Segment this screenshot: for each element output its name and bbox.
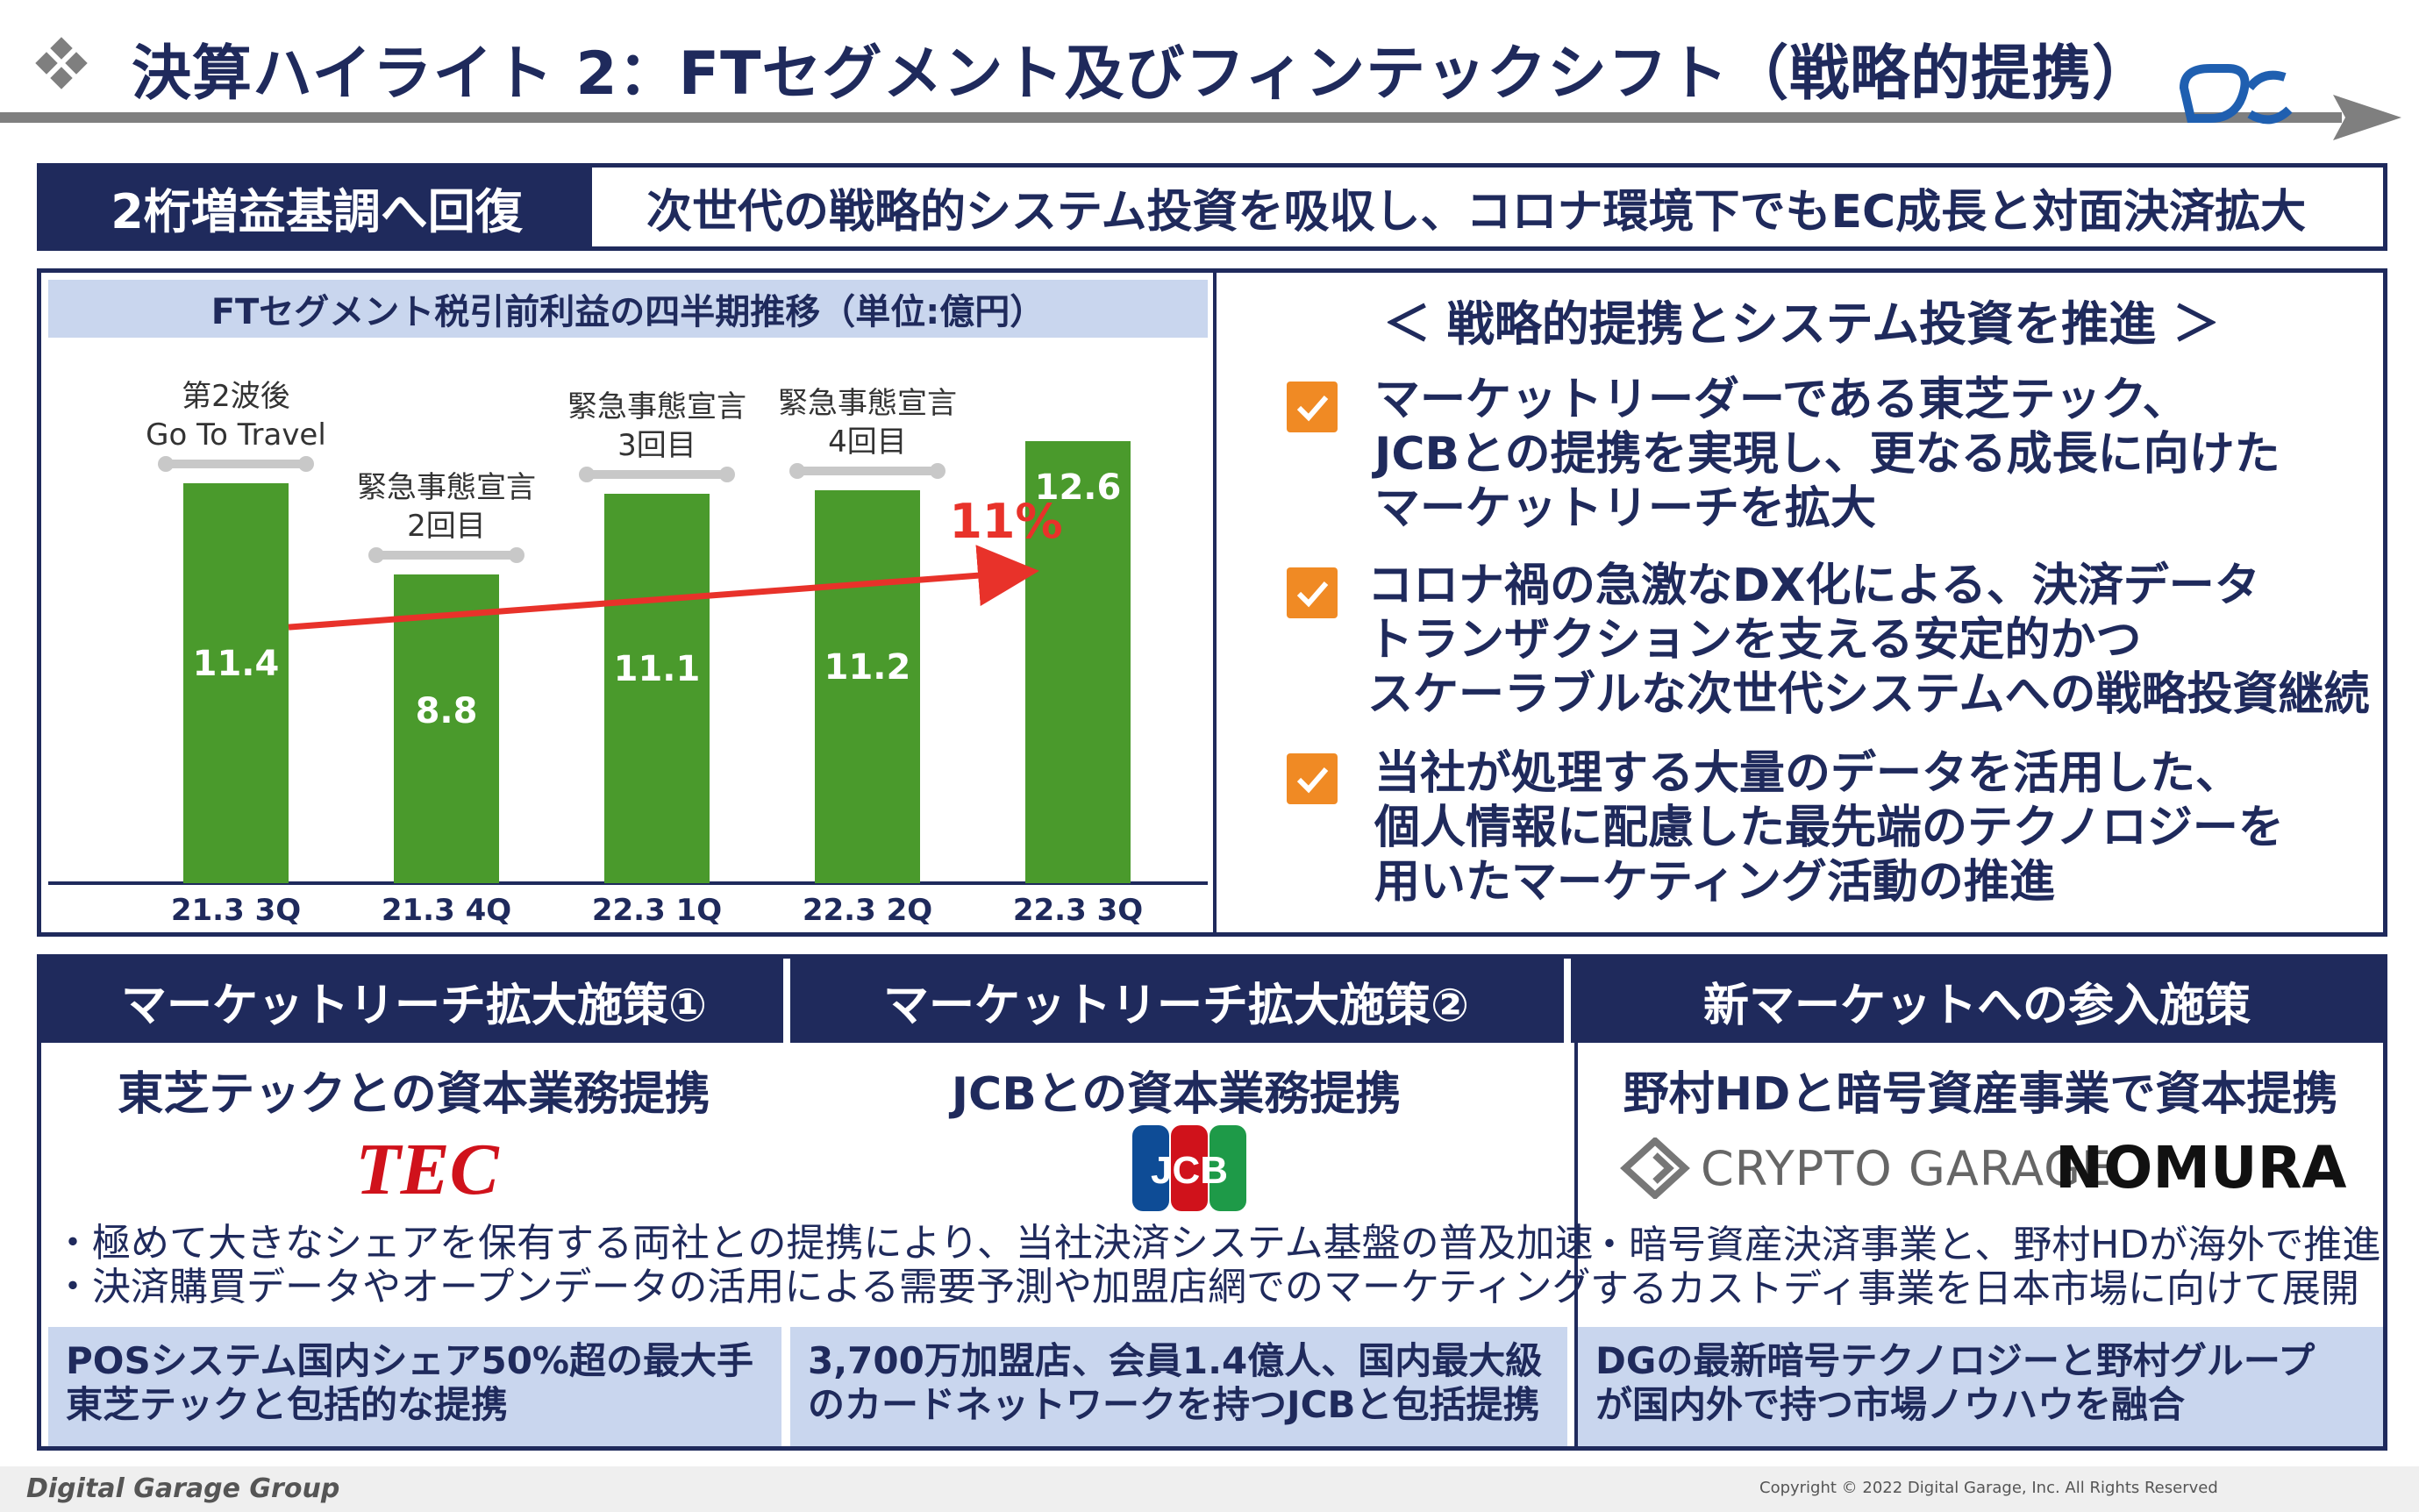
col3-description: ・暗号資産決済事業と、野村HDが海外で推進 するカストディ事業を日本市場に向けて… (1590, 1223, 2380, 1311)
bullet-line: マーケットリーダーである東芝テック、 (1374, 374, 2188, 426)
annotation-text: 緊急事態宣言 (567, 389, 746, 424)
col3-header: 新マーケットへの参入施策 (1702, 979, 2251, 1032)
bar (1025, 441, 1131, 883)
jcb-logo: JCB (1129, 1122, 1252, 1215)
column-divider (1564, 959, 1571, 1043)
bullet-line: 用いたマーケティング活動の推進 (1374, 856, 2055, 909)
annotation-text: 4回目 (828, 424, 907, 460)
headline-tag: 2桁増益基調へ回復 (41, 168, 592, 246)
annotation-text: 緊急事態宣言 (778, 386, 957, 421)
tec-logo-text: TEC (355, 1129, 499, 1210)
bullet-line: 当社が処理する大量のデータを活用した、 (1374, 747, 2242, 800)
annotation-text: 3回目 (617, 428, 696, 463)
annotation-text: Go To Travel (146, 417, 326, 453)
bottom-header (41, 959, 2383, 1043)
description-line: ・決済購買データやオープンデータの活用による需要予測や加盟店網でのマーケティング (54, 1265, 1591, 1309)
col2-subtitle: JCBとの資本業務提携 (951, 1068, 1402, 1121)
bar-value-label: 11.2 (824, 647, 911, 688)
check-icon (1287, 382, 1338, 432)
bullet-line: JCBとの提携を実現し、更なる成長に向けた (1374, 428, 2280, 481)
top-section: FTセグメント税引前利益の四半期推移（単位:億円） 11.4 21.3 3Q 8.8… (37, 268, 2387, 937)
bullet-line: 個人情報に配慮した最先端のテクノロジーを (1374, 802, 2284, 854)
bar-value-label: 8.8 (416, 691, 478, 731)
summary-line: DGの最新暗号テクノロジーと野村グループ (1595, 1339, 2316, 1382)
summary-line: が国内外で持つ市場ノウハウを融合 (1595, 1383, 2186, 1426)
description-line: ・極めて大きなシェアを保有する両社との提携により、当社決済システム基盤の普及加速 (54, 1221, 1594, 1266)
copyright-text: Copyright © 2022 Digital Garage, Inc. Al… (1759, 1479, 2218, 1497)
title-divider (0, 112, 2342, 123)
title-arrow-icon (2333, 95, 2403, 140)
check-icon (1287, 753, 1338, 804)
annotation-text: 第2波後 (182, 379, 290, 414)
crypto-garage-logo-text: CRYPTO GARAGE (1701, 1141, 2113, 1196)
jcb-logo-text: JCB (1151, 1149, 1228, 1192)
bar (394, 574, 499, 883)
page-title: 決算ハイライト 2：FTセグメント及びフィンテックシフト（戦略的提携） (132, 39, 2153, 109)
annotation-dot (719, 467, 735, 482)
bullet-item: マーケットリーダーである東芝テック、 JCBとの提携を実現し、更なる成長に向けた… (1374, 373, 2280, 536)
annotation-text: 2回目 (407, 509, 486, 544)
chart-title: FTセグメント税引前利益の四半期推移（単位:億円） (48, 280, 1208, 338)
bar (183, 483, 289, 883)
x-tick-label: 21.3 3Q (171, 893, 301, 928)
summary-line: POSシステム国内シェア50%超の最大手 (66, 1339, 754, 1382)
description-line: ・暗号資産決済事業と、野村HDが海外で推進 (1590, 1223, 2381, 1267)
bar-value-label: 11.1 (614, 649, 701, 689)
annotation-dot (368, 547, 384, 563)
annotation-text: 緊急事態宣言 (357, 470, 536, 505)
headline-text: 次世代の戦略的システム投資を吸収し、コロナ環境下でもEC成長と対面決済拡大 (646, 185, 2307, 239)
col2-summary: 3,700万加盟店、会員1.4億人、国内最大級 のカードネットワークを持つJCB… (790, 1327, 1567, 1446)
check-icon (1287, 567, 1338, 618)
footer-brand: Digital Garage Group (26, 1473, 340, 1504)
col2-header: マーケットリーチ拡大施策② (882, 979, 1470, 1032)
bullet-line: スケーラブルな次世代システムへの戦略投資継続 (1367, 668, 2370, 721)
growth-label: 11% (949, 494, 1062, 549)
col3-subtitle: 野村HDと暗号資産事業で資本提携 (1623, 1068, 2338, 1121)
strategy-panel: ＜ 戦略的提携とシステム投資を推進 ＞ マーケットリーダーである東芝テック、 J… (1220, 273, 2383, 932)
annotation-dot (930, 463, 945, 479)
footer-bar (0, 1466, 2419, 1512)
bar (604, 494, 710, 883)
annotation-dot (579, 467, 595, 482)
col3-summary: DGの最新暗号テクノロジーと野村グループ が国内外で持つ市場ノウハウを融合 (1578, 1327, 2383, 1446)
bar (815, 490, 920, 883)
crypto-garage-icon (1620, 1136, 1690, 1201)
growth-arrow (288, 545, 1039, 631)
summary-line: のカードネットワークを持つJCBと包括提携 (808, 1383, 1540, 1426)
x-tick-label: 22.3 2Q (803, 893, 932, 928)
x-tick-label: 22.3 3Q (1013, 893, 1143, 928)
x-tick-label: 21.3 4Q (382, 893, 511, 928)
nomura-logo-text: NOMURA (2055, 1134, 2347, 1202)
chart-panel: FTセグメント税引前利益の四半期推移（単位:億円） 11.4 21.3 3Q 8.8… (41, 273, 1217, 932)
bar-value-label: 12.6 (1035, 467, 1122, 508)
column-separator (1574, 1043, 1578, 1446)
annotation-dot (789, 463, 805, 479)
bar-value-label: 11.4 (193, 644, 280, 684)
annotation-dot (509, 547, 524, 563)
dg-logo-icon (2166, 53, 2307, 158)
bullet-line: トランザクションを支える安定的かつ (1367, 614, 2142, 667)
bullet-line: コロナ禍の急激なDX化による、決済データ (1367, 560, 2260, 612)
x-tick-label: 22.3 1Q (592, 893, 722, 928)
col1-summary: POSシステム国内シェア50%超の最大手 東芝テックと包括的な提携 (48, 1327, 781, 1446)
shared-description: ・極めて大きなシェアを保有する両社との提携により、当社決済システム基盤の普及加速… (54, 1222, 1594, 1309)
bullet-item: 当社が処理する大量のデータを活用した、 個人情報に配慮した最先端のテクノロジーを… (1374, 746, 2284, 909)
strategy-heading: ＜ 戦略的提携とシステム投資を推進 ＞ (1383, 296, 2220, 352)
bottom-section: マーケットリーチ拡大施策① マーケットリーチ拡大施策② 新マーケットへの参入施策… (37, 954, 2387, 1451)
title-diamond-icon (25, 30, 103, 109)
headline-bar: 2桁増益基調へ回復 次世代の戦略的システム投資を吸収し、コロナ環境下でもEC成長… (37, 163, 2387, 251)
bullet-item: コロナ禍の急激なDX化による、決済データ トランザクションを支える安定的かつ ス… (1367, 559, 2369, 722)
tec-logo: TEC (339, 1125, 515, 1213)
col1-header: マーケットリーチ拡大施策① (120, 979, 708, 1032)
profit-bar-chart: 11.4 21.3 3Q 8.8 21.3 4Q 11.1 22.3 1Q 11.2 22.3… (48, 379, 1208, 928)
summary-line: 東芝テックと包括的な提携 (66, 1383, 509, 1426)
annotation-dot (298, 456, 314, 472)
annotation-dot (158, 456, 174, 472)
bullet-line: マーケットリーチを拡大 (1374, 482, 1877, 535)
column-divider (783, 959, 790, 1043)
col1-subtitle: 東芝テックとの資本業務提携 (118, 1068, 710, 1121)
summary-line: 3,700万加盟店、会員1.4億人、国内最大級 (808, 1339, 1543, 1382)
description-line: するカストディ事業を日本市場に向けて展開 (1590, 1266, 2359, 1311)
